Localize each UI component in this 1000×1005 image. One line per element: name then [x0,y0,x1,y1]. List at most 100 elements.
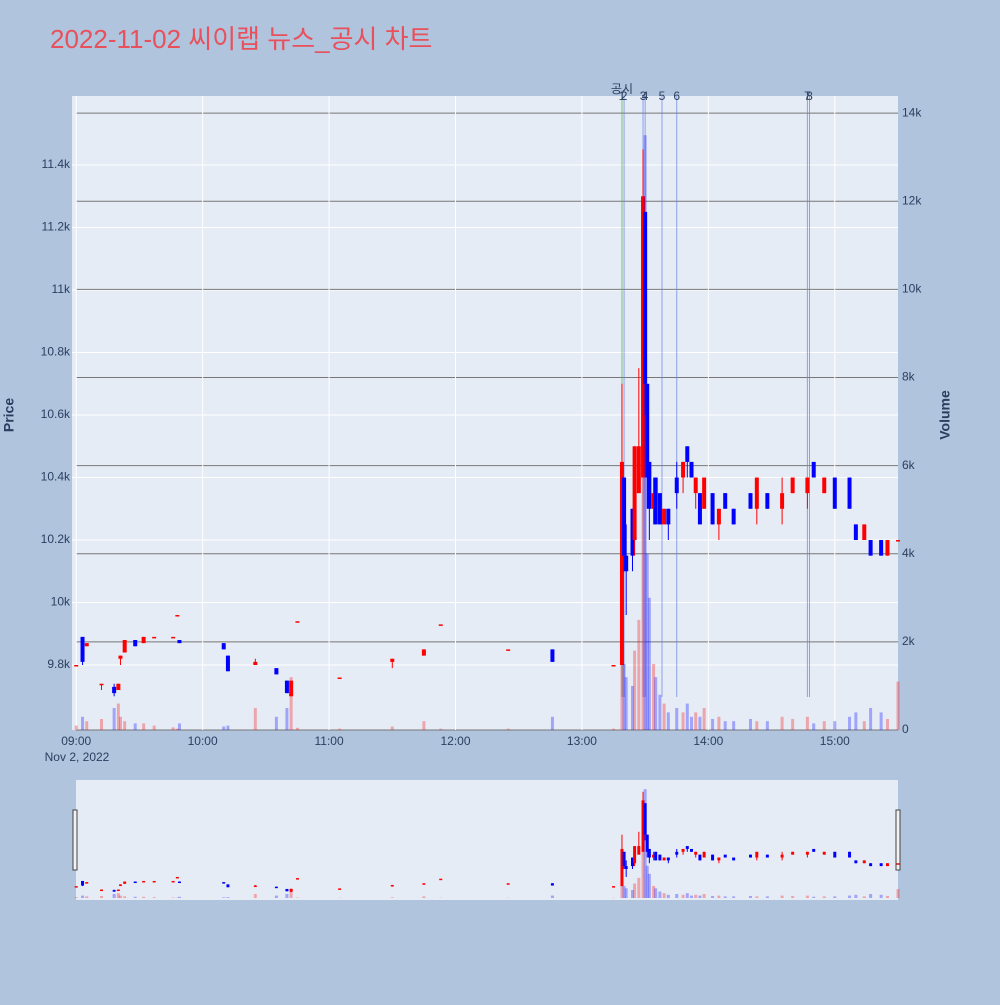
slider-volume-bar [75,897,78,898]
slider-volume-bar [823,896,826,898]
slider-candle-body [422,883,425,885]
range-slider[interactable] [76,780,898,900]
candle-body [85,643,89,646]
slider-volume-bar [285,894,288,898]
x-date-label: Nov 2, 2022 [45,750,110,764]
volume-bar [637,620,640,730]
volume-bar [823,721,826,730]
volume-bar [686,704,689,730]
y-tick-label: 10.6k [41,407,71,421]
volume-bar [732,721,735,730]
slider-volume-bar [119,896,122,898]
slider-candle-body [176,877,179,879]
candle-body [694,478,698,494]
slider-candle-body [623,852,626,866]
slider-candle-body [869,863,872,866]
candle-body [222,643,226,649]
y2-tick-label: 10k [902,282,922,296]
volume-bar [717,717,720,730]
slider-candle-body [848,852,851,858]
volume-bar [507,729,510,730]
volume-bar [698,717,701,730]
volume-bar [612,729,615,730]
slider-candle-body [123,882,126,884]
candle-body [685,446,689,462]
slider-candle-body [833,852,836,858]
slider-candle-body [275,887,278,889]
y2-tick-label: 8k [902,370,916,384]
candle-body [123,640,127,652]
slider-candle-body [703,852,706,858]
slider-candle-body [75,886,78,888]
candle-body [285,681,289,693]
slider-candle-body [823,852,826,855]
candle-body [690,462,694,478]
candle-body [633,446,637,540]
volume-bar [178,723,181,730]
slider-volume-bar [422,896,425,898]
slider-candle-body [113,890,116,892]
volume-bar [711,719,714,730]
candle-body [439,624,443,626]
y2-tick-label: 0 [902,722,909,736]
candle-body [274,668,278,674]
volume-bar [869,708,872,730]
volume-bar [690,717,693,730]
candle-body [654,478,658,525]
candle-body [755,478,759,509]
slider-volume-bar [648,874,651,898]
slider-candle-body [658,855,661,861]
candle-body [624,556,628,572]
slider-volume-bar [869,894,872,898]
volume-bar [703,708,706,730]
slider-candle-body [507,883,510,885]
candle-body [612,665,616,667]
candle-body [805,478,809,494]
slider-candle-body [85,882,88,884]
volume-bar [633,651,636,730]
slider-candle-body [863,860,866,863]
slider-volume-bar [153,897,156,898]
slider-volume-bar [675,894,678,898]
candle-body [116,684,120,690]
slider-candle-body [290,889,293,892]
candle-body [647,462,651,509]
slider-candle-body [711,855,714,861]
slider-handle[interactable] [896,810,900,870]
slider-volume-bar [848,896,851,898]
y2-tick-label: 6k [902,458,916,472]
candle-body [643,212,647,384]
slider-candle-body [686,846,689,849]
candle-body [637,446,641,493]
slider-volume-bar [703,894,706,898]
slider-handle[interactable] [73,810,77,870]
slider-candle-body [81,881,84,886]
slider-candle-body [717,858,720,861]
slider-candle-body [682,849,685,852]
volume-bar [113,708,116,730]
slider-candle-body [755,852,758,858]
candle-body [226,656,230,672]
slider-volume-bar [134,897,137,898]
slider-volume-bar [880,895,883,898]
slider-candle-body [698,855,701,861]
candle-body [854,524,858,540]
slider-volume-bar [711,896,714,898]
slider-candle-body [254,886,257,888]
slider-candle-body [812,849,815,852]
slider-volume-bar [663,893,666,898]
slider-volume-bar [806,896,809,898]
volume-bar [694,712,697,730]
slider-candle-body [806,852,809,855]
slider-volume-bar [854,895,857,898]
candle-body [675,478,679,494]
volume-bar [854,712,857,730]
slider-volume-bar [686,893,689,898]
candle-body [717,509,721,525]
volume-bar [142,723,145,730]
slider-volume-bar [682,895,685,898]
candle-body [112,687,116,693]
volume-bar [85,721,88,730]
candle-body [848,478,852,509]
candle-body [885,540,889,556]
